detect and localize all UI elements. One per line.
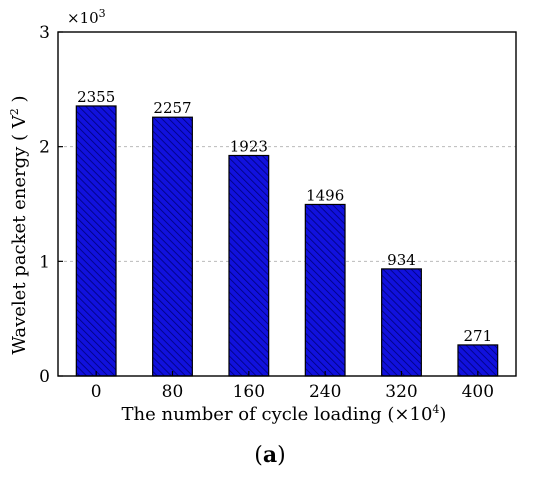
x-axis-title-text: The number of cycle loading (×10 [122, 404, 433, 425]
gridlines [58, 146, 516, 262]
data-label-160: 1923 [230, 137, 268, 155]
y-tick-label-0: 0 [39, 367, 50, 387]
panel-label-letter: a [263, 442, 277, 468]
bar-400 [457, 344, 499, 377]
panel-label-open: ( [254, 443, 263, 468]
axes: 0 80 160 240 320 400 0 1 2 3 [39, 23, 517, 402]
y-axis-title-exponent: 2 [8, 108, 21, 115]
y-multiplier-base: ×10 [67, 9, 99, 27]
y-tick-label-3: 3 [39, 23, 50, 43]
x-axis-title: The number of cycle loading (×104) [122, 403, 447, 425]
y-axis-title: Wavelet packet energy ( V2 ) [8, 95, 30, 354]
y-tick-label-2: 2 [39, 138, 50, 158]
x-tick-label-400: 400 [462, 382, 494, 402]
bar-80 [152, 116, 193, 377]
bar-0 [75, 105, 117, 377]
x-tick-label-80: 80 [162, 382, 184, 402]
bar-240 [304, 203, 346, 377]
data-label-80: 2257 [153, 99, 191, 117]
x-tick-label-160: 160 [233, 382, 265, 402]
data-label-240: 1496 [306, 186, 344, 204]
data-label-400: 271 [464, 327, 493, 345]
x-tick-label-240: 240 [309, 382, 341, 402]
x-tick-label-0: 0 [91, 382, 102, 402]
bars [75, 105, 499, 377]
y-multiplier: ×103 [67, 7, 106, 27]
x-axis-title-exponent: 4 [432, 403, 439, 416]
panel-label: (a) [254, 442, 285, 468]
x-tick-label-320: 320 [385, 382, 417, 402]
plot-frame [57, 31, 517, 377]
data-label-0: 2355 [77, 88, 115, 106]
bar-160 [228, 154, 270, 377]
data-label-320: 934 [387, 251, 416, 269]
bar-320 [381, 268, 422, 377]
y-multiplier-exponent: 3 [99, 7, 106, 20]
x-axis-title-close: ) [439, 404, 446, 425]
panel-label-close: ) [277, 443, 286, 468]
y-axis-title-text: Wavelet packet energy ( V [9, 114, 30, 354]
data-labels: 2355 2257 1923 1496 934 271 [77, 88, 492, 345]
y-axis-title-close: ) [9, 95, 30, 108]
y-tick-label-1: 1 [39, 252, 50, 272]
